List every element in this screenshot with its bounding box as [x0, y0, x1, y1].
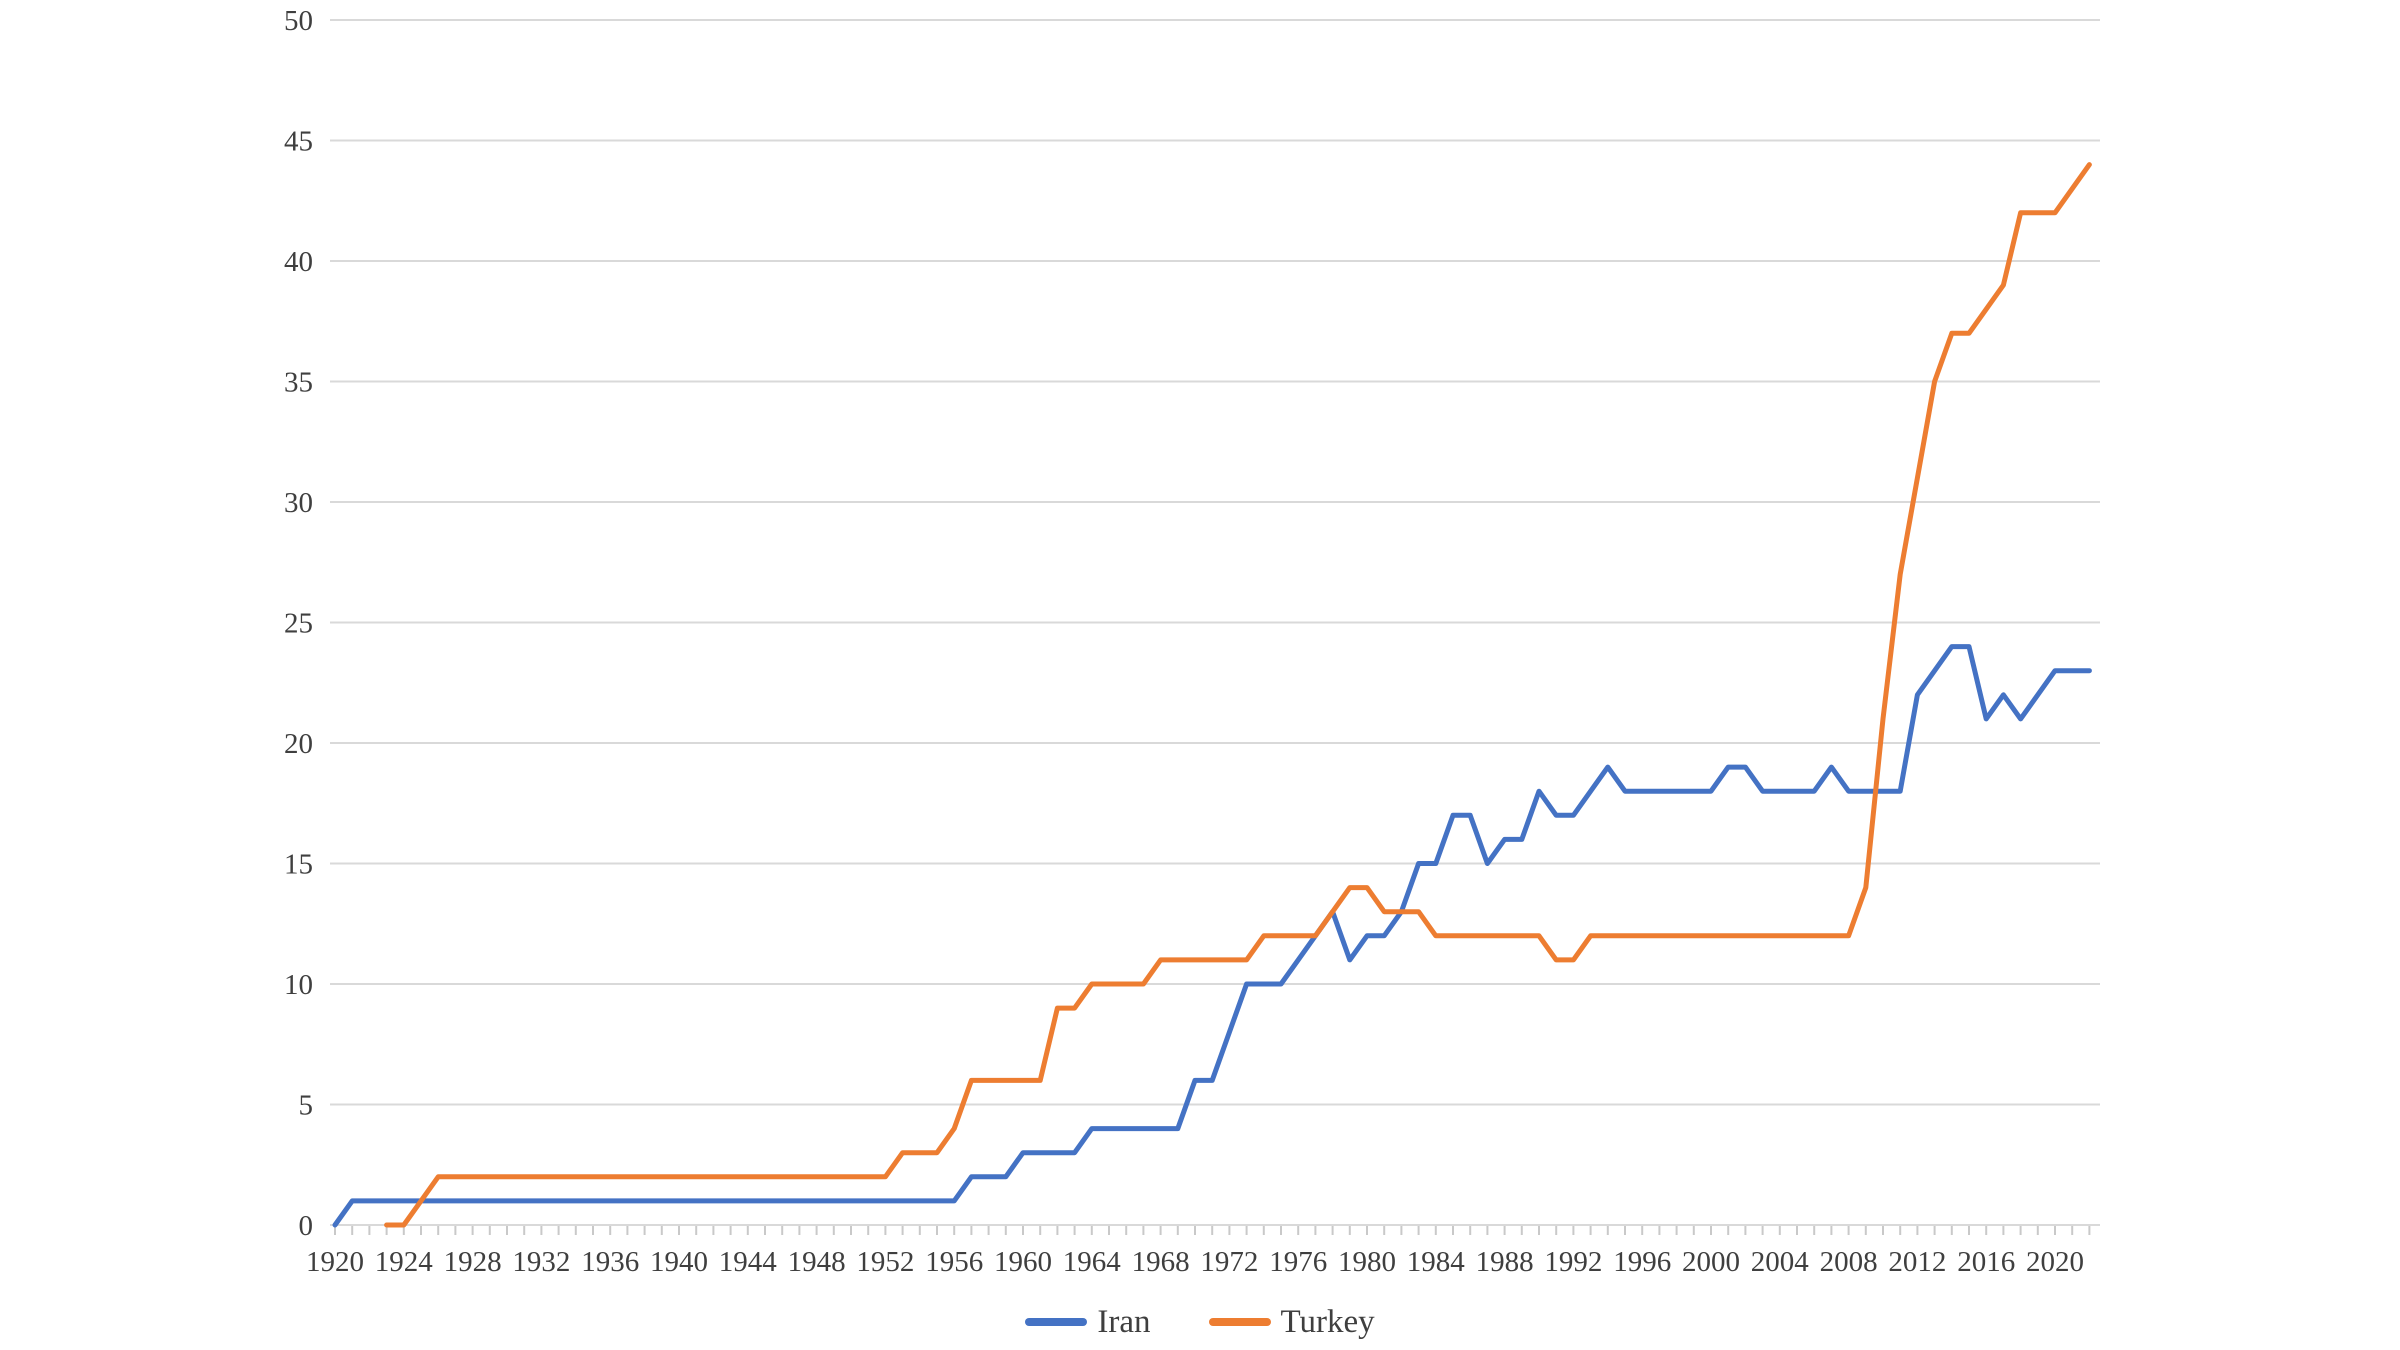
turkey-line-swatch-icon — [1208, 1318, 1271, 1326]
series-line-iran — [332, 644, 2092, 1228]
y-axis-label: 45 — [284, 126, 313, 158]
x-axis-label: 1984 — [1407, 1246, 1466, 1278]
x-axis-label: 2000 — [1682, 1246, 1740, 1278]
x-axis-label: 1940 — [650, 1246, 708, 1278]
x-axis-label: 1996 — [1613, 1246, 1671, 1278]
legend-label-turkey: Turkey — [1280, 1303, 1375, 1340]
x-axis-label: 1956 — [925, 1246, 983, 1278]
x-axis-label: 1972 — [1200, 1246, 1258, 1278]
y-axis-label: 30 — [284, 487, 313, 519]
y-axis-label: 15 — [284, 849, 313, 881]
x-axis-label: 2012 — [1888, 1246, 1946, 1278]
y-axis-label: 35 — [284, 367, 313, 399]
x-axis-label: 1948 — [788, 1246, 846, 1278]
legend-item-iran: Iran — [1025, 1303, 1151, 1340]
x-axis-label: 2004 — [1751, 1246, 1810, 1278]
x-axis-label: 1960 — [994, 1246, 1052, 1278]
x-axis-label: 1964 — [1063, 1246, 1122, 1278]
x-axis-label: 2008 — [1820, 1246, 1878, 1278]
y-axis-label: 0 — [299, 1210, 314, 1242]
x-axis-label: 1992 — [1544, 1246, 1602, 1278]
x-axis-label: 1928 — [444, 1246, 502, 1278]
series-line-turkey — [384, 162, 2092, 1228]
x-axis-label: 1980 — [1338, 1246, 1396, 1278]
x-axis-label: 1932 — [512, 1246, 570, 1278]
y-axis-label: 20 — [284, 728, 313, 760]
chart-legend: Iran Turkey — [0, 1300, 2400, 1344]
x-axis-label: 1920 — [306, 1246, 364, 1278]
iran-line-swatch-icon — [1025, 1318, 1088, 1326]
x-axis-label: 2016 — [1957, 1246, 2015, 1278]
x-axis-label: 1944 — [719, 1246, 778, 1278]
x-axis-label: 1924 — [375, 1246, 434, 1278]
legend-item-turkey: Turkey — [1208, 1303, 1375, 1340]
legend-label-iran: Iran — [1097, 1303, 1151, 1340]
x-axis-label: 1952 — [856, 1246, 914, 1278]
x-axis-label: 1988 — [1476, 1246, 1534, 1278]
y-axis-label: 5 — [299, 1090, 314, 1122]
y-axis-label: 25 — [284, 608, 313, 640]
y-axis-label: 10 — [284, 969, 313, 1001]
x-axis-label: 2020 — [2026, 1246, 2084, 1278]
y-axis-label: 50 — [284, 5, 313, 37]
x-axis-label: 1976 — [1269, 1246, 1327, 1278]
x-axis-label: 1936 — [581, 1246, 639, 1278]
y-axis-label: 40 — [284, 246, 313, 278]
x-axis-label: 1968 — [1132, 1246, 1190, 1278]
